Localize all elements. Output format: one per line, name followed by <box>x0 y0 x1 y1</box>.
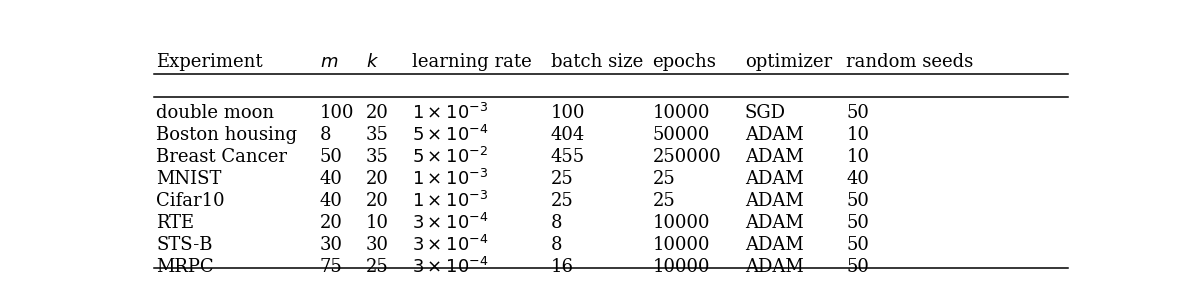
Text: ADAM: ADAM <box>745 192 803 210</box>
Text: 50: 50 <box>846 104 869 122</box>
Text: 50: 50 <box>846 236 869 254</box>
Text: 8: 8 <box>319 126 331 144</box>
Text: ADAM: ADAM <box>745 126 803 144</box>
Text: 25: 25 <box>652 170 675 188</box>
Text: ADAM: ADAM <box>745 258 803 276</box>
Text: 25: 25 <box>551 170 573 188</box>
Text: 20: 20 <box>366 170 389 188</box>
Text: $5 \times 10^{-4}$: $5 \times 10^{-4}$ <box>412 125 489 145</box>
Text: double moon: double moon <box>156 104 274 122</box>
Text: MNIST: MNIST <box>156 170 222 188</box>
Text: 404: 404 <box>551 126 585 144</box>
Text: 20: 20 <box>366 192 389 210</box>
Text: batch size: batch size <box>551 53 644 71</box>
Text: random seeds: random seeds <box>846 53 974 71</box>
Text: $1 \times 10^{-3}$: $1 \times 10^{-3}$ <box>412 103 489 123</box>
Text: 25: 25 <box>652 192 675 210</box>
Text: SGD: SGD <box>745 104 786 122</box>
Text: 40: 40 <box>319 170 343 188</box>
Text: Breast Cancer: Breast Cancer <box>156 148 287 166</box>
Text: 30: 30 <box>319 236 343 254</box>
Text: 30: 30 <box>366 236 389 254</box>
Text: 455: 455 <box>551 148 585 166</box>
Text: 250000: 250000 <box>652 148 721 166</box>
Text: Boston housing: Boston housing <box>156 126 298 144</box>
Text: Experiment: Experiment <box>156 53 263 71</box>
Text: Cifar10: Cifar10 <box>156 192 225 210</box>
Text: 10: 10 <box>846 126 869 144</box>
Text: learning rate: learning rate <box>412 53 532 71</box>
Text: $k$: $k$ <box>366 53 379 71</box>
Text: 50: 50 <box>846 192 869 210</box>
Text: 40: 40 <box>846 170 869 188</box>
Text: $3 \times 10^{-4}$: $3 \times 10^{-4}$ <box>412 257 489 277</box>
Text: 8: 8 <box>551 236 563 254</box>
Text: ADAM: ADAM <box>745 236 803 254</box>
Text: 10: 10 <box>366 214 389 232</box>
Text: 40: 40 <box>319 192 343 210</box>
Text: $m$: $m$ <box>319 53 339 71</box>
Text: ADAM: ADAM <box>745 214 803 232</box>
Text: MRPC: MRPC <box>156 258 215 276</box>
Text: epochs: epochs <box>652 53 716 71</box>
Text: 10000: 10000 <box>652 258 710 276</box>
Text: 20: 20 <box>366 104 389 122</box>
Text: $1 \times 10^{-3}$: $1 \times 10^{-3}$ <box>412 169 489 189</box>
Text: 35: 35 <box>366 148 389 166</box>
Text: 25: 25 <box>366 258 389 276</box>
Text: $3 \times 10^{-4}$: $3 \times 10^{-4}$ <box>412 213 489 233</box>
Text: $3 \times 10^{-4}$: $3 \times 10^{-4}$ <box>412 235 489 255</box>
Text: 10000: 10000 <box>652 236 710 254</box>
Text: ADAM: ADAM <box>745 170 803 188</box>
Text: 50000: 50000 <box>652 126 710 144</box>
Text: 10000: 10000 <box>652 104 710 122</box>
Text: $5 \times 10^{-2}$: $5 \times 10^{-2}$ <box>412 147 489 167</box>
Text: $1 \times 10^{-3}$: $1 \times 10^{-3}$ <box>412 191 489 211</box>
Text: optimizer: optimizer <box>745 53 832 71</box>
Text: STS-B: STS-B <box>156 236 213 254</box>
Text: 8: 8 <box>551 214 563 232</box>
Text: 35: 35 <box>366 126 389 144</box>
Text: RTE: RTE <box>156 214 194 232</box>
Text: 10: 10 <box>846 148 869 166</box>
Text: 16: 16 <box>551 258 573 276</box>
Text: 50: 50 <box>846 214 869 232</box>
Text: 25: 25 <box>551 192 573 210</box>
Text: 100: 100 <box>551 104 585 122</box>
Text: 20: 20 <box>319 214 343 232</box>
Text: 100: 100 <box>319 104 354 122</box>
Text: 10000: 10000 <box>652 214 710 232</box>
Text: 50: 50 <box>846 258 869 276</box>
Text: 75: 75 <box>319 258 342 276</box>
Text: ADAM: ADAM <box>745 148 803 166</box>
Text: 50: 50 <box>319 148 343 166</box>
